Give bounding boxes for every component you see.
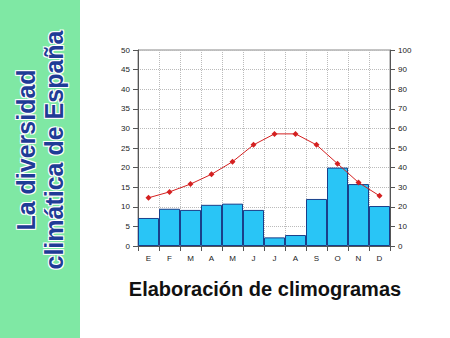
- svg-text:30: 30: [398, 183, 407, 192]
- svg-text:25: 25: [121, 144, 130, 153]
- svg-text:70: 70: [398, 104, 407, 113]
- svg-text:45: 45: [121, 65, 130, 74]
- svg-text:90: 90: [398, 65, 407, 74]
- svg-text:0: 0: [398, 242, 403, 251]
- svg-text:S: S: [314, 254, 319, 263]
- svg-text:M: M: [229, 254, 236, 263]
- svg-text:60: 60: [398, 124, 407, 133]
- svg-text:20: 20: [398, 202, 407, 211]
- svg-text:50: 50: [398, 144, 407, 153]
- svg-text:A: A: [293, 254, 299, 263]
- svg-text:0: 0: [126, 242, 131, 251]
- svg-text:15: 15: [121, 183, 130, 192]
- svg-text:M: M: [187, 254, 194, 263]
- svg-text:50: 50: [121, 46, 130, 55]
- svg-text:F: F: [167, 254, 172, 263]
- svg-text:20: 20: [121, 163, 130, 172]
- svg-text:40: 40: [398, 163, 407, 172]
- svg-text:10: 10: [121, 202, 130, 211]
- svg-text:J: J: [273, 254, 277, 263]
- svg-text:30: 30: [121, 124, 130, 133]
- svg-text:35: 35: [121, 104, 130, 113]
- svg-text:O: O: [334, 254, 340, 263]
- svg-text:10: 10: [398, 222, 407, 231]
- html-text:Elaboración de climogramas: Elaboración de climogramas: [128, 278, 402, 300]
- svg-text:80: 80: [398, 85, 407, 94]
- svg-text:J: J: [252, 254, 256, 263]
- svg-text:E: E: [146, 254, 151, 263]
- svg-text:40: 40: [121, 85, 130, 94]
- svg-text:D: D: [377, 254, 383, 263]
- svg-text:N: N: [356, 254, 362, 263]
- svg-text:100: 100: [398, 46, 412, 55]
- html-text:La diversidad climática de Esp: La diversidad climática de España: [12, 30, 68, 270]
- svg-text:5: 5: [126, 222, 131, 231]
- svg-text:A: A: [209, 254, 215, 263]
